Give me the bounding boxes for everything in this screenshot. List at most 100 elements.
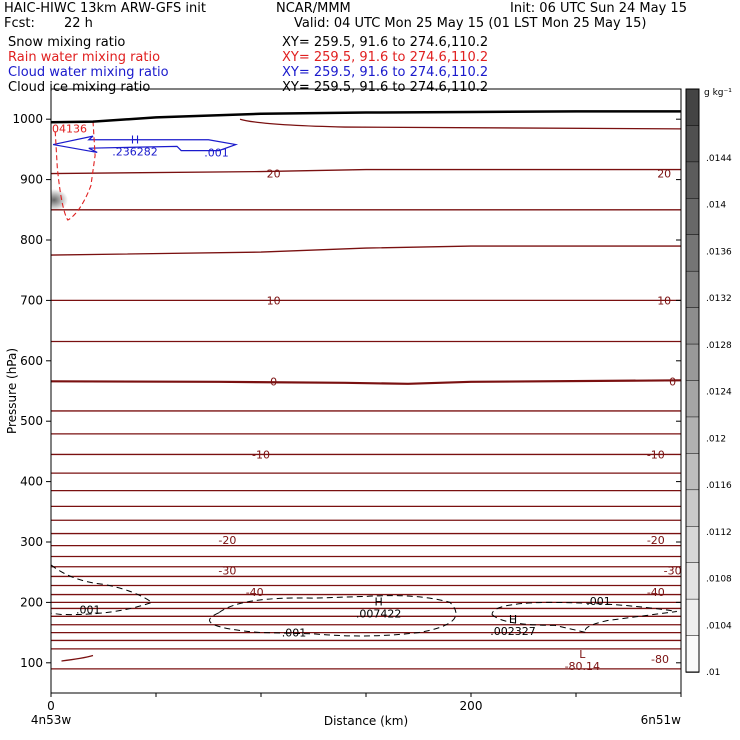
isotherm-label: 20 [267,168,281,181]
colorbar-swatch [685,270,700,309]
cloud-ice-contour-label: .001 [282,627,307,640]
isotherm-line [51,379,681,385]
colorbar-label: .012 [706,434,726,444]
field-name-rain: Rain water mixing ratio [8,50,161,65]
colorbar-label: .0136 [706,247,732,257]
extremum-type: H [374,595,382,608]
terrain-line [51,110,681,124]
colorbar-swatch [685,161,700,200]
y-tick-label: 700 [20,293,43,307]
field-name-cloud-water: Cloud water mixing ratio [8,65,169,80]
colorbar-label: .0104 [706,621,732,631]
valid-time: Valid: 04 UTC Mon 25 May 15 (01 LST Mon … [294,16,647,31]
x-tick-label: 0 [47,699,55,713]
colorbar-label: .0108 [706,575,732,585]
isotherm-label: 0 [270,375,277,388]
cloud-ice-contour [491,601,677,634]
snow-shade [51,189,68,211]
cloud-water-contour [52,135,239,154]
isotherm-line [51,245,681,256]
colorbar-swatch [685,88,700,127]
isotherm-label: 10 [267,294,281,307]
colorbar-swatch [685,526,700,564]
extremum-value: .236282 [112,145,158,158]
extremum-value: .002327 [490,625,536,638]
isotherm-label: -80 [651,653,669,666]
fcst-value: 22 h [64,16,93,31]
colorbar-swatch [685,562,700,600]
extremum-value: .007422 [356,607,402,620]
isotherm-label: -10 [647,448,665,461]
colorbar-label: .0128 [706,341,732,351]
isotherm-label: -20 [647,534,665,547]
colorbar-label: .0116 [706,481,732,491]
isotherm-line [61,654,94,662]
colorbar-label: .0144 [706,154,732,164]
x-tick-label: 200 [460,699,483,713]
y-tick-label: 900 [20,173,43,187]
isotherm-label: 10 [657,294,671,307]
y-tick-label: 200 [20,595,43,609]
field-name-cloud-ice: Cloud ice mixing ratio [8,80,151,95]
colorbar-swatch [685,489,700,527]
isotherm-line [51,168,681,175]
extremum-value: -80.14 [565,660,600,673]
colorbar-swatch [685,198,700,236]
x-endpoint-left: 4n53w [31,713,72,727]
isotherm-label: -10 [252,448,270,461]
colorbar-swatch [685,635,700,673]
colorbar-swatch [685,234,700,272]
isotherm-label: -20 [218,534,236,547]
fcst-label: Fcst: [4,16,35,31]
y-tick-label: 500 [20,414,43,428]
colorbar-swatch [685,343,700,382]
isotherm-line [239,118,681,130]
x-axis-label: Distance (km) [324,714,408,728]
colorbar-label: .0124 [706,388,732,398]
x-endpoint-right: 6n51w [641,713,682,727]
cloud-water-contour-label: .001 [204,146,229,159]
y-tick-label: 600 [20,354,43,368]
field-xy-rain: XY= 259.5, 91.6 to 274.6,110.2 [282,50,489,65]
y-tick-label: 1000 [12,112,43,126]
y-tick-label: 400 [20,475,43,489]
extremum-type: H [509,613,517,626]
colorbar-swatch [685,125,700,163]
init-time: Init: 06 UTC Sun 24 May 15 [510,1,687,16]
colorbar-label: .01 [706,668,720,678]
colorbar-swatch [685,453,700,491]
colorbar-label: .0132 [706,294,732,304]
field-xy-cloud-water: XY= 259.5, 91.6 to 274.6,110.2 [282,65,489,80]
colorbar-frame [685,88,700,673]
colorbar-unit: g kg⁻¹ [704,88,732,98]
isotherm-label: -40 [647,586,665,599]
y-tick-label: 800 [20,233,43,247]
model-title: HAIC-HIWC 13km ARW-GFS init [4,1,206,16]
isotherm-label: 20 [657,168,671,181]
isotherm-label: -30 [218,564,236,577]
colorbar-swatch [685,380,700,418]
extremum-type: H [131,133,139,146]
isotherm-label: -40 [246,586,264,599]
y-axis-label: Pressure (hPa) [5,348,19,434]
cloud-ice-contour [51,564,153,616]
cloud-ice-contour-label: .001 [586,595,611,608]
colorbar-swatch [685,307,700,345]
y-tick-label: 100 [20,656,43,670]
y-tick-label: 300 [20,535,43,549]
cloud-ice-contour-label: .001 [76,604,101,617]
rain-contour [54,120,96,221]
extremum-type: L [579,648,586,661]
center-label: NCAR/MMM [276,1,351,16]
colorbar-swatch [685,416,700,455]
isotherm-label: -30 [664,564,682,577]
colorbar-swatch [685,598,700,637]
isotherm-label: 0 [669,375,676,388]
colorbar-label: .0112 [706,528,732,538]
colorbar-label: .014 [706,201,726,211]
field-xy-snow: XY= 259.5, 91.6 to 274.6,110.2 [282,35,489,50]
rain-contour-label: 04136 [52,122,87,135]
field-name-snow: Snow mixing ratio [8,35,126,50]
field-xy-cloud-ice: XY= 259.5, 91.6 to 274.6,110.2 [282,80,489,95]
